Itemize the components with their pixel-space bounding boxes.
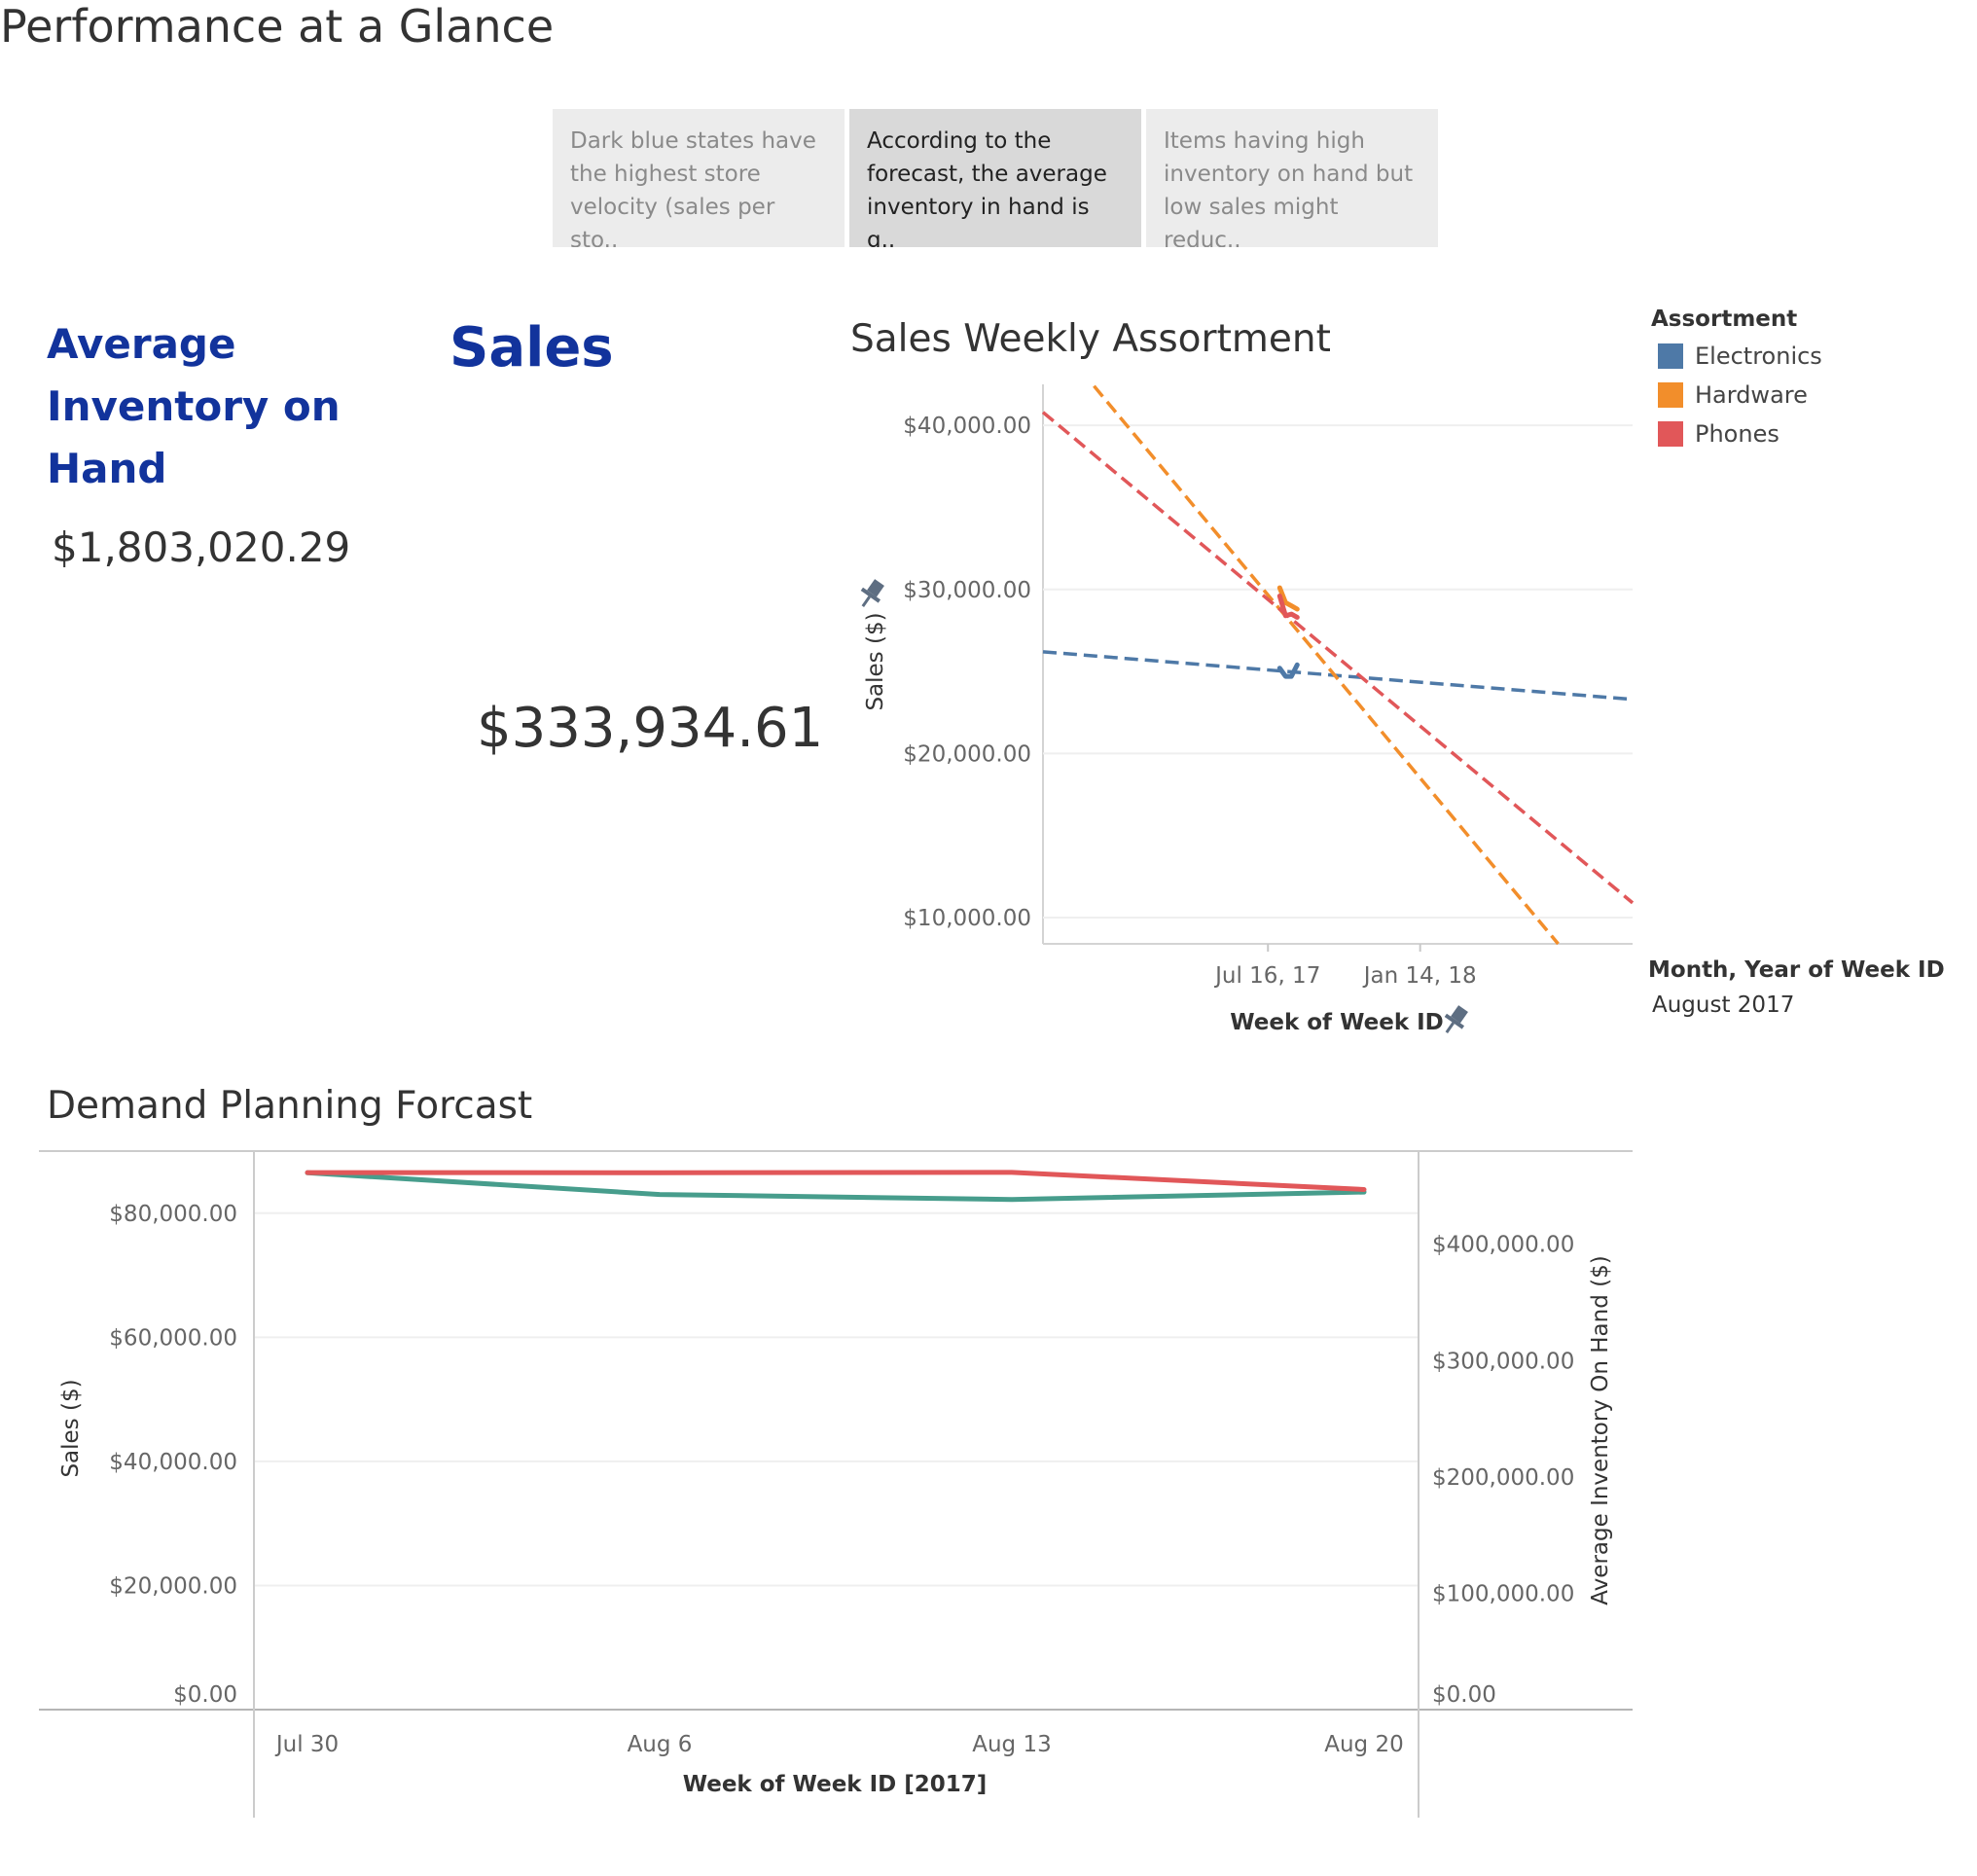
legend-title: Assortment [1651,307,1798,332]
forecast-x-tick-label: Jul 30 [274,1732,339,1757]
forecast-left-y-tick-label: $20,000.00 [109,1573,237,1599]
y-axis-pin-icon[interactable] [854,576,888,612]
forecast-left-y-tick-label: $40,000.00 [109,1450,237,1475]
legend-label-hardware: Hardware [1695,381,1808,409]
forecast-left-y-tick-label: $0.00 [173,1682,237,1708]
trend-line-electronics [1042,650,1634,702]
legend-item-phones[interactable]: Phones [1658,417,1779,451]
forecast-x-tick-label: Aug 20 [1324,1732,1404,1757]
filter-value[interactable]: August 2017 [1652,992,1795,1018]
series-line-hardware[interactable] [1276,585,1300,612]
trend-line-hardware [1093,384,1560,946]
inventory-kpi-value: $1,803,020.29 [52,523,351,571]
weekly-y-tick-label: $10,000.00 [903,906,1031,931]
weekly-chart-title: Sales Weekly Assortment [850,317,1331,361]
forecast-chart-x-label: Week of Week ID [2017] [683,1772,988,1797]
story-point-3[interactable]: Items having high inventory on hand but … [1146,109,1438,247]
weekly-y-tick-label: $30,000.00 [903,578,1031,603]
forecast-chart-title: Demand Planning Forcast [47,1084,533,1128]
forecast-right-y-tick-label: $0.00 [1432,1682,1496,1708]
sales-kpi-value: $333,934.61 [477,697,824,760]
series-line-phones[interactable] [1276,594,1300,620]
forecast-right-y-tick-label: $200,000.00 [1432,1465,1574,1491]
forecast-right-y-tick-label: $300,000.00 [1432,1349,1574,1374]
forecast-left-y-tick-label: $60,000.00 [109,1325,237,1351]
forecast-chart-right-y-label: Average Inventory On Hand ($) [1588,1255,1613,1605]
legend-swatch-electronics [1658,343,1683,369]
forecast-x-tick-label: Aug 6 [628,1732,693,1757]
filter-title: Month, Year of Week ID [1648,957,1945,983]
x-axis-pin-icon[interactable] [1438,1002,1472,1038]
weekly-x-tick-label: Jan 14, 18 [1362,963,1477,989]
weekly-y-tick-label: $40,000.00 [903,414,1031,439]
legend-swatch-hardware [1658,382,1683,408]
inventory-series-line[interactable] [305,1170,1367,1192]
weekly-y-tick-label: $20,000.00 [903,741,1031,767]
legend-label-phones: Phones [1695,420,1779,448]
forecast-x-tick-label: Aug 13 [972,1732,1052,1757]
forecast-right-y-tick-label: $400,000.00 [1432,1233,1574,1258]
legend-swatch-phones [1658,421,1683,447]
legend-item-hardware[interactable]: Hardware [1658,379,1808,412]
weekly-x-tick-label: Jul 16, 17 [1213,963,1320,989]
page-title: Performance at a Glance [0,0,555,53]
series-line-electronics[interactable] [1276,662,1300,679]
forecast-left-y-tick-label: $80,000.00 [109,1202,237,1227]
forecast-right-y-tick-label: $100,000.00 [1432,1581,1574,1606]
trend-line-phones [1041,411,1635,905]
legend-item-electronics[interactable]: Electronics [1658,340,1822,373]
sales-kpi-title: Sales [449,316,614,379]
story-point-2[interactable]: According to the forecast, the average i… [849,109,1141,247]
legend-label-electronics: Electronics [1695,343,1822,370]
weekly-chart-x-label: Week of Week ID [1230,1010,1444,1035]
weekly-chart-y-label: Sales ($) [863,612,888,710]
forecast-chart-left-y-label: Sales ($) [58,1379,84,1477]
sales-series-line[interactable] [305,1170,1367,1203]
story-point-1[interactable]: Dark blue states have the highest store … [553,109,845,247]
inventory-kpi-title: Average Inventory on Hand [47,320,341,492]
